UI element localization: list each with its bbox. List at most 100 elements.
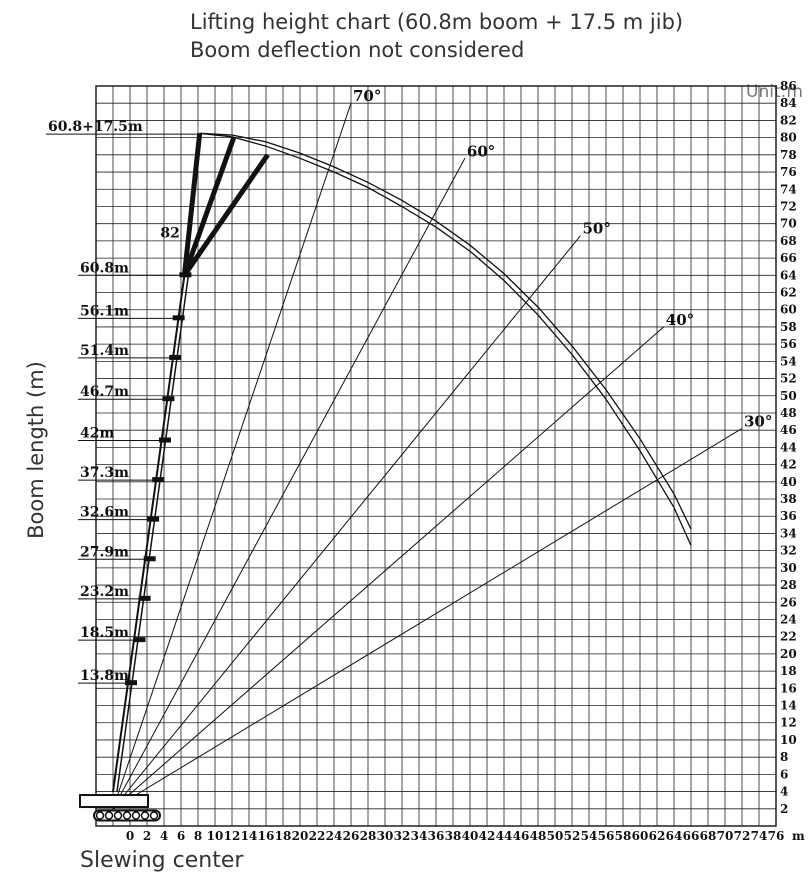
y-tick-label: 44 [780, 440, 797, 454]
y-tick-label: 8 [780, 750, 788, 764]
x-tick-label: 12 [224, 829, 241, 843]
angle-label: 30° [744, 412, 772, 430]
y-tick-label: 46 [780, 423, 797, 437]
envelope-inner-curve [199, 132, 692, 546]
boom-section-marker [169, 354, 182, 360]
x-tick-label: 56 [598, 829, 615, 843]
chart-grid [95, 85, 777, 827]
x-tick-label: 16 [258, 829, 275, 843]
boom-length-label: 60.8m [80, 260, 129, 276]
jib-line [182, 153, 270, 277]
y-tick-label: 34 [780, 526, 797, 540]
boom-section-marker [172, 315, 185, 321]
angle-line [112, 326, 665, 810]
x-tick-label: 64 [666, 829, 683, 843]
x-tick-label: 52 [564, 829, 581, 843]
y-tick-label: 24 [780, 612, 797, 626]
x-tick-label: 24 [326, 829, 343, 843]
boom-length-label: 13.8m [80, 668, 129, 684]
x-tick-label: 0 [126, 829, 134, 843]
boom-angle-lines: 70° 60° 50° 40° 30° [112, 87, 772, 810]
chart-subtitle: Boom deflection not considered [190, 38, 525, 62]
x-tick-label: 30 [377, 829, 394, 843]
y-tick-label: 30 [780, 561, 797, 575]
x-tick-label: 50 [547, 829, 564, 843]
track-wheel [104, 811, 114, 820]
y-tick-label: 26 [780, 595, 797, 609]
crane-body [79, 794, 149, 809]
track-wheel [122, 811, 132, 820]
x-tick-label: 18 [275, 829, 292, 843]
x-tick-label: 68 [700, 829, 717, 843]
y-tick-label: 40 [780, 475, 797, 489]
x-tick-label: 20 [292, 829, 309, 843]
y-tick-label: 66 [780, 251, 797, 265]
x-tick-label: 26 [343, 829, 360, 843]
y-tick-label: 70 [780, 217, 797, 231]
boom-section-marker [138, 595, 151, 601]
y-tick-label: 78 [780, 148, 797, 162]
boom-length-label: 27.9m [80, 544, 129, 560]
boom-angle-label: 82 [160, 225, 179, 241]
y-tick-label: 52 [780, 372, 797, 386]
y-tick-label: 10 [780, 733, 797, 747]
y-tick-label: 76 [780, 165, 797, 179]
angle-line [112, 158, 466, 810]
y-tick-label: 38 [780, 492, 797, 506]
x-tick-label: 62 [649, 829, 666, 843]
y-tick-label: 28 [780, 578, 797, 592]
x-tick-label: 74 [751, 829, 768, 843]
boom-length-label: 56.1m [80, 303, 129, 319]
x-tick-label: 60 [632, 829, 649, 843]
x-tick-label: 36 [428, 829, 445, 843]
boom-length-label: 32.6m [80, 505, 129, 521]
boom-length-label: 46.7m [80, 384, 129, 400]
y-tick-label: 82 [780, 113, 797, 127]
chart-frame [95, 85, 777, 827]
y-tick-label: 58 [780, 320, 797, 334]
y-tick-label: 80 [780, 131, 797, 145]
boom-section-marker [152, 477, 165, 483]
y-tick-label: 20 [780, 647, 797, 661]
y-tick-label: 14 [780, 699, 797, 713]
y-tick-label: 18 [780, 664, 797, 678]
boom-length-label: 23.2m [80, 584, 129, 600]
track-wheel [140, 811, 150, 820]
x-tick-label: 10 [207, 829, 224, 843]
x-tick-label: 14 [241, 829, 258, 843]
jib-length-label: 60.8+17.5m [48, 119, 143, 135]
boom-length-label: 42m [80, 426, 114, 442]
x-tick-label: 48 [530, 829, 547, 843]
y-tick-label: 16 [780, 681, 797, 695]
boom-section-marker [125, 680, 137, 686]
angle-label: 40° [666, 311, 694, 329]
x-tick-label: 70 [717, 829, 734, 843]
y-tick-label: 64 [780, 268, 797, 282]
y-tick-label: 22 [780, 630, 797, 644]
boom-length-label: 37.3m [80, 465, 129, 481]
x-tick-label: 32 [394, 829, 411, 843]
y-tick-label: 6 [780, 767, 788, 781]
jib-line [181, 133, 203, 276]
x-tick-label: 2 [143, 829, 151, 843]
angle-line [112, 103, 352, 809]
boom-section-marker [179, 272, 192, 278]
boom-section-marker [133, 637, 146, 643]
x-tick-label: 8 [194, 829, 202, 843]
track-wheel [149, 811, 159, 820]
y-tick-label: 72 [780, 199, 797, 213]
x-tick-label: 40 [462, 829, 479, 843]
angle-label: 50° [583, 220, 611, 238]
jib-line [182, 136, 237, 277]
angle-line [112, 428, 743, 810]
y-tick-label: 4 [780, 785, 788, 799]
y-tick-label: 32 [780, 544, 797, 558]
track-wheel [95, 811, 105, 820]
x-tick-label: 72 [734, 829, 751, 843]
track-wheel [131, 811, 141, 820]
y-tick-label: 42 [780, 458, 797, 472]
x-tick-label: 66 [683, 829, 700, 843]
x-tick-label: 42 [479, 829, 496, 843]
boom-section-marker [159, 437, 171, 443]
y-tick-label: 56 [780, 337, 797, 351]
